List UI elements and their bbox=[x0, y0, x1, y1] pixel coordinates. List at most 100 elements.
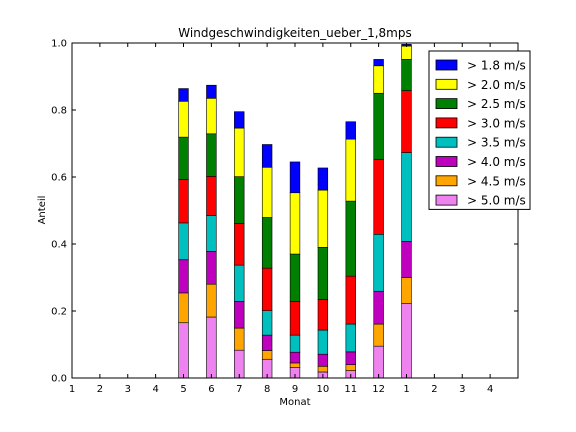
x-tick-label: 12 bbox=[372, 384, 385, 395]
bar-segment bbox=[317, 329, 329, 355]
bar-segment bbox=[401, 241, 412, 278]
y-tick-label: 1.0 bbox=[51, 39, 67, 50]
x-axis-ticks: 1 2 3 4 5 6 7 8 9 10 11 12 1 2 3 4 bbox=[69, 43, 493, 395]
bar-segment bbox=[178, 259, 189, 294]
bar-segment bbox=[401, 45, 412, 60]
bar-segment bbox=[345, 323, 356, 353]
legend-label: > 4.0 m/s bbox=[467, 155, 526, 169]
bar-segment bbox=[373, 233, 384, 292]
x-tick-label: 4 bbox=[152, 384, 158, 395]
bar-segment bbox=[345, 364, 356, 371]
bar-segment bbox=[289, 253, 301, 302]
legend-swatch bbox=[435, 156, 458, 167]
y-axis-label: Anteil bbox=[37, 196, 48, 225]
bar-segment bbox=[317, 189, 329, 248]
bar-segment bbox=[317, 353, 329, 367]
bar-segment bbox=[317, 167, 329, 191]
bar-segment bbox=[206, 251, 217, 285]
bar-segment bbox=[178, 100, 189, 138]
legend-label: > 4.5 m/s bbox=[467, 174, 526, 188]
legend-label: > 2.0 m/s bbox=[467, 78, 526, 92]
x-tick-label: 3 bbox=[125, 384, 131, 395]
bar-segment bbox=[345, 121, 356, 140]
x-tick-label: 11 bbox=[344, 384, 357, 395]
bar-segment bbox=[206, 176, 217, 216]
x-tick-label: 1 bbox=[69, 384, 75, 395]
x-tick-label: 2 bbox=[431, 384, 437, 395]
x-tick-label: 1 bbox=[403, 384, 409, 395]
chart-title: Windgeschwindigkeiten_ueber_1,8mps bbox=[178, 26, 411, 40]
bar-segment bbox=[206, 215, 217, 252]
x-tick-label: 5 bbox=[180, 384, 186, 395]
legend-swatch bbox=[435, 78, 458, 90]
bar-segment bbox=[345, 138, 356, 202]
bar-segment bbox=[289, 192, 301, 255]
x-axis-label: Monat bbox=[279, 397, 310, 408]
legend: > 1.8 m/s > 2.0 m/s > 2.5 m/s > 3.0 m/s > 3.… bbox=[428, 50, 531, 210]
x-tick-label: 7 bbox=[236, 384, 242, 395]
legend-swatch bbox=[435, 194, 458, 206]
bar-segment bbox=[206, 133, 217, 177]
y-tick-label: 0.6 bbox=[51, 173, 67, 184]
bar-segment bbox=[373, 323, 384, 347]
x-tick-label: 2 bbox=[97, 384, 103, 395]
legend-label: > 3.5 m/s bbox=[467, 136, 526, 150]
legend-swatch bbox=[435, 175, 458, 187]
bar-segment bbox=[234, 111, 245, 129]
legend-swatch bbox=[435, 117, 458, 129]
bar-segment bbox=[401, 59, 412, 91]
legend-label: > 2.5 m/s bbox=[467, 97, 526, 111]
bar-segment bbox=[178, 88, 189, 102]
x-tick-label: 3 bbox=[459, 384, 465, 395]
bar-segment bbox=[289, 351, 301, 364]
bar-segment bbox=[373, 290, 384, 325]
legend-swatch bbox=[435, 136, 458, 148]
bar-segment bbox=[289, 301, 301, 336]
bar-segment bbox=[373, 158, 384, 235]
bar-segment bbox=[178, 292, 189, 324]
x-tick-label: 10 bbox=[317, 384, 330, 395]
bar-segment bbox=[178, 322, 189, 379]
y-tick-label: 0.2 bbox=[51, 307, 67, 318]
bar-segment bbox=[261, 350, 273, 360]
x-tick-label: 4 bbox=[487, 384, 493, 395]
bar-segment bbox=[234, 223, 245, 266]
bar-segment bbox=[234, 127, 245, 177]
legend-label: > 5.0 m/s bbox=[467, 194, 526, 208]
bar-segment bbox=[373, 59, 384, 67]
legend-swatch bbox=[435, 59, 458, 71]
bar-segment bbox=[234, 349, 245, 379]
bar-segment bbox=[289, 161, 301, 194]
bar-segment bbox=[261, 217, 273, 269]
bar-segment bbox=[261, 310, 273, 336]
bar-segment bbox=[178, 222, 189, 261]
bar-segment bbox=[317, 365, 329, 373]
y-tick-label: 0.8 bbox=[51, 106, 67, 117]
bar-segment bbox=[401, 90, 412, 153]
bar-segment bbox=[289, 334, 301, 353]
bar-segment bbox=[234, 176, 245, 224]
bar-segment bbox=[261, 267, 273, 311]
bar-segment bbox=[345, 200, 356, 277]
bar-segment bbox=[206, 84, 217, 99]
bar-segment bbox=[373, 65, 384, 94]
bar-segment bbox=[261, 334, 273, 351]
x-tick-label: 8 bbox=[264, 384, 270, 395]
bar-segment bbox=[206, 97, 217, 135]
legend-label: > 1.8 m/s bbox=[467, 59, 526, 73]
bar-segment bbox=[234, 327, 245, 351]
bar-segment bbox=[261, 166, 273, 218]
bar-segment bbox=[289, 362, 301, 368]
legend-label: > 3.0 m/s bbox=[467, 116, 526, 130]
legend-swatch bbox=[435, 98, 458, 109]
bar-segment bbox=[317, 299, 329, 331]
bar-segment bbox=[345, 351, 356, 365]
bar-segment bbox=[317, 247, 329, 300]
bar-segment bbox=[373, 345, 384, 379]
bar-segment bbox=[261, 144, 273, 168]
bar-segment bbox=[206, 316, 217, 379]
bar-segment bbox=[178, 136, 189, 180]
bar-segment bbox=[401, 303, 412, 379]
bar-segment bbox=[206, 283, 217, 318]
